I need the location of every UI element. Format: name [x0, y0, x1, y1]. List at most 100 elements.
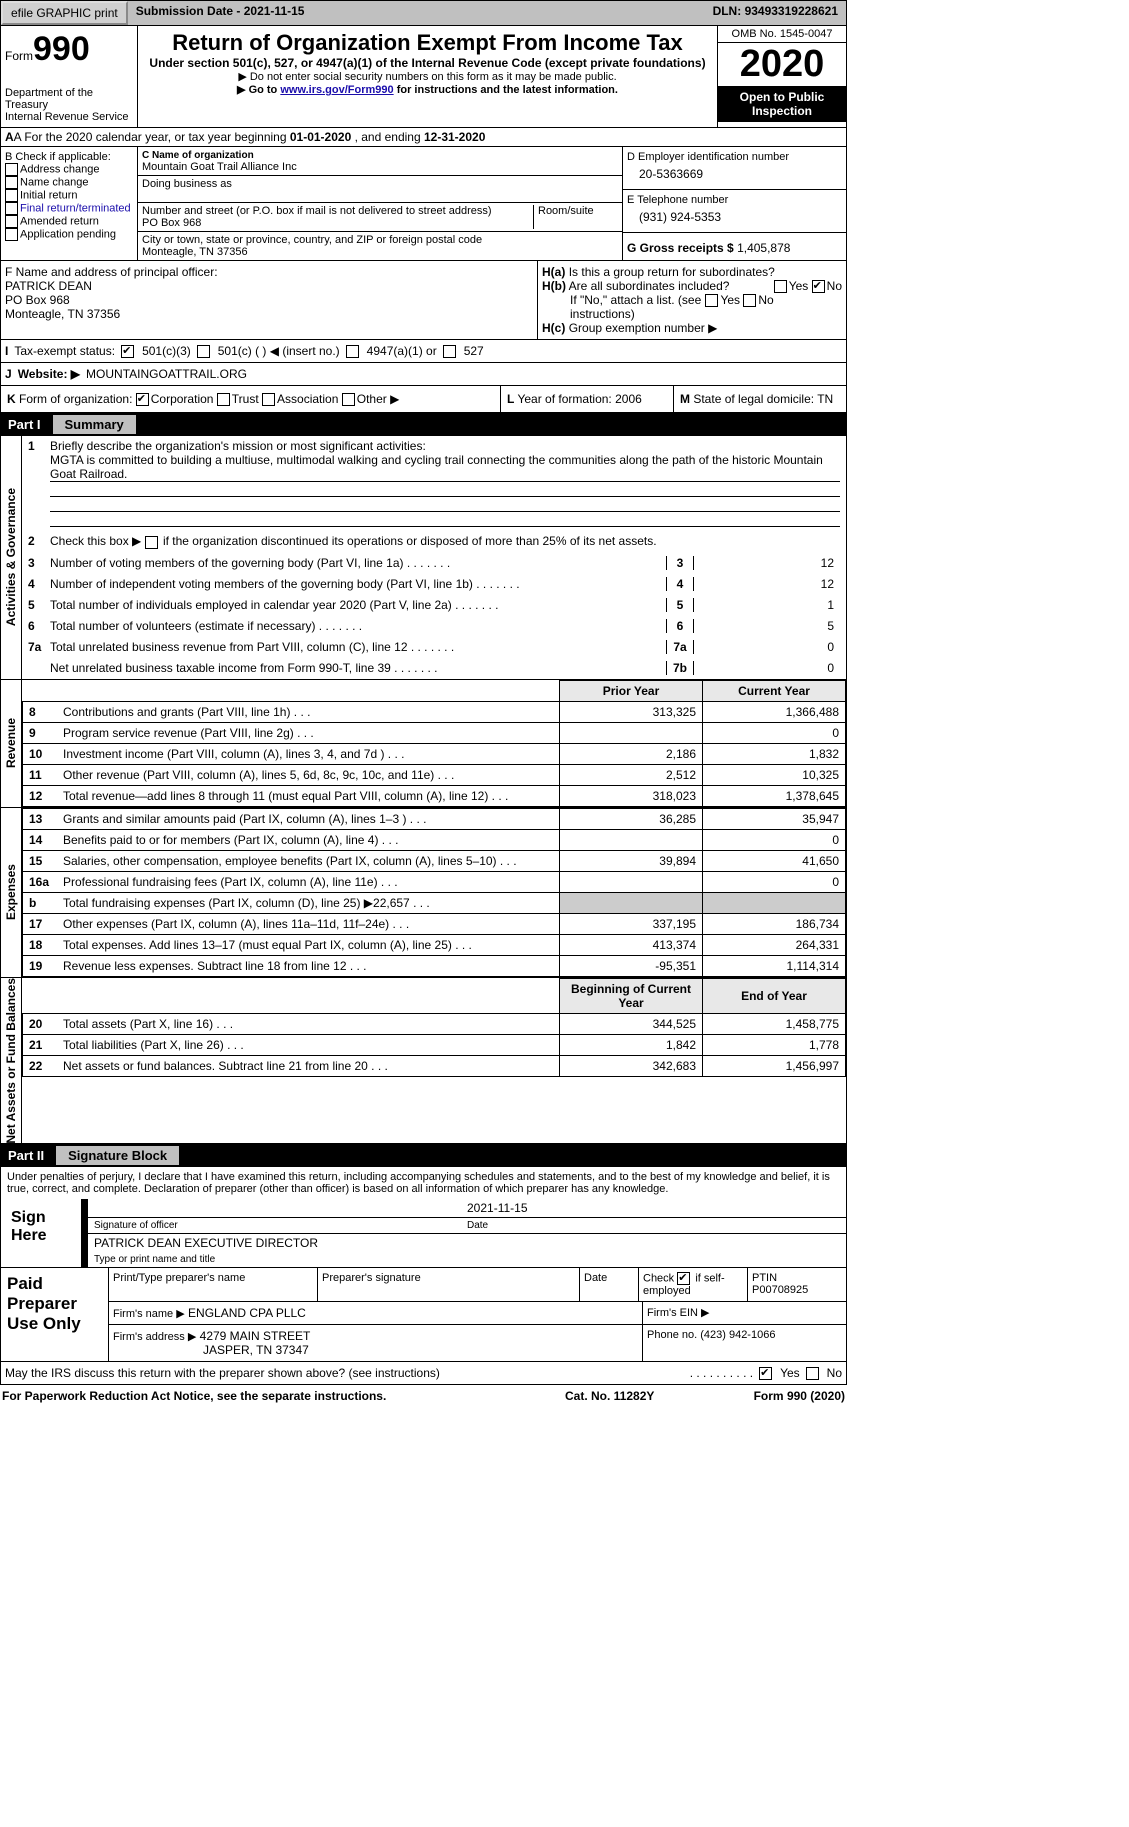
hb-yes[interactable]	[705, 294, 718, 307]
website-value: MOUNTAINGOATTRAIL.ORG	[86, 367, 247, 381]
check-other[interactable]	[342, 393, 355, 406]
mission-text: MGTA is committed to building a multiuse…	[50, 453, 840, 482]
summary-line-6: 6Total number of volunteers (estimate if…	[22, 616, 846, 637]
fin-row-10: 10Investment income (Part VIII, column (…	[23, 743, 846, 764]
summary-line-7a: 7aTotal unrelated business revenue from …	[22, 637, 846, 658]
fin-row-16a: 16aProfessional fundraising fees (Part I…	[23, 871, 846, 892]
summary-line-5: 5Total number of individuals employed in…	[22, 595, 846, 616]
year-formation: 2006	[615, 392, 642, 406]
org-city: Monteagle, TN 37356	[142, 246, 248, 258]
hb-no[interactable]	[743, 294, 756, 307]
check-4947[interactable]	[346, 345, 359, 358]
dln: DLN: 93493319228621	[705, 1, 846, 25]
check-name-change[interactable]	[5, 176, 18, 189]
fin-row-21: 21Total liabilities (Part X, line 26) . …	[23, 1034, 846, 1055]
check-final-return[interactable]	[5, 202, 18, 215]
firm-ein-label: Firm's EIN ▶	[643, 1302, 846, 1324]
ha-yes[interactable]	[774, 280, 787, 293]
check-initial-return[interactable]	[5, 189, 18, 202]
top-bar: efile GRAPHIC print Submission Date - 20…	[0, 0, 847, 26]
fin-row-12: 12Total revenue—add lines 8 through 11 (…	[23, 785, 846, 806]
fin-row-18: 18Total expenses. Add lines 13–17 (must …	[23, 934, 846, 955]
check-app-pending[interactable]	[5, 228, 18, 241]
summary-line-3: 3Number of voting members of the governi…	[22, 553, 846, 574]
may-yes[interactable]	[759, 1367, 772, 1380]
expenses-table: 13Grants and similar amounts paid (Part …	[22, 808, 846, 977]
ein-label: D Employer identification number	[627, 151, 842, 163]
check-527[interactable]	[443, 345, 456, 358]
col-deg: D Employer identification number 20-5363…	[622, 147, 846, 260]
fin-row-19: 19Revenue less expenses. Subtract line 1…	[23, 955, 846, 976]
efile-print-button[interactable]: efile GRAPHIC print	[1, 1, 128, 25]
row-fh: F Name and address of principal officer:…	[0, 261, 847, 340]
fin-row-11: 11Other revenue (Part VIII, column (A), …	[23, 764, 846, 785]
paid-label: Paid Preparer Use Only	[1, 1268, 109, 1361]
check-corp[interactable]	[136, 393, 149, 406]
firm-phone: (423) 942-1066	[700, 1329, 775, 1341]
subtitle3: ▶ Go to www.irs.gov/Form990 for instruct…	[142, 83, 713, 96]
fin-row-22: 22Net assets or fund balances. Subtract …	[23, 1055, 846, 1076]
subtitle1: Under section 501(c), 527, or 4947(a)(1)…	[142, 56, 713, 70]
may-no[interactable]	[806, 1367, 819, 1380]
fin-row-b: bTotal fundraising expenses (Part IX, co…	[23, 892, 846, 913]
check-address-change[interactable]	[5, 163, 18, 176]
penalties-text: Under penalties of perjury, I declare th…	[1, 1167, 846, 1199]
check-self-employed[interactable]	[677, 1272, 690, 1285]
org-address: PO Box 968	[142, 217, 201, 229]
paid-preparer: Paid Preparer Use Only Print/Type prepar…	[0, 1268, 847, 1362]
activities-governance: Activities & Governance 1Briefly describ…	[0, 436, 847, 679]
hc-label: Group exemption number ▶	[569, 321, 718, 335]
firm-addr2: JASPER, TN 37347	[203, 1343, 309, 1357]
officer-label: F Name and address of principal officer:	[5, 265, 533, 279]
tax-year: 2020	[718, 43, 846, 86]
room-suite: Room/suite	[533, 205, 618, 229]
fin-row-15: 15Salaries, other compensation, employee…	[23, 850, 846, 871]
ptin-value: P00708925	[752, 1284, 808, 1296]
part1-bar: Part ISummary	[0, 413, 847, 436]
revenue-table: Prior YearCurrent Year8Contributions and…	[22, 680, 846, 807]
cat-no: Cat. No. 11282Y	[565, 1389, 705, 1403]
officer-name: PATRICK DEAN	[5, 279, 533, 293]
subtitle2: ▶ Do not enter social security numbers o…	[142, 70, 713, 83]
row-klm: K Form of organization: Corporation Trus…	[0, 386, 847, 413]
form-id: Form990	[5, 30, 133, 69]
revenue-section: Revenue Prior YearCurrent Year8Contribut…	[0, 680, 847, 808]
row-a-tax-year: AA For the 2020 calendar year, or tax ye…	[0, 128, 847, 147]
fin-row-13: 13Grants and similar amounts paid (Part …	[23, 808, 846, 829]
check-assoc[interactable]	[262, 393, 275, 406]
b-header: B Check if applicable:	[5, 151, 133, 163]
summary-line-4: 4Number of independent voting members of…	[22, 574, 846, 595]
officer-printed: PATRICK DEAN EXECUTIVE DIRECTOR	[94, 1236, 840, 1250]
part2-bar: Part IISignature Block	[0, 1144, 847, 1167]
check-trust[interactable]	[217, 393, 230, 406]
gross-value: 1,405,878	[737, 241, 790, 255]
check-amended[interactable]	[5, 215, 18, 228]
row-j: JWebsite: ▶ MOUNTAINGOATTRAIL.ORG	[0, 363, 847, 386]
irs: Internal Revenue Service	[5, 111, 133, 123]
fin-row-17: 17Other expenses (Part IX, column (A), l…	[23, 913, 846, 934]
org-name: Mountain Goat Trail Alliance Inc	[142, 161, 297, 173]
col-b: B Check if applicable: Address change Na…	[1, 147, 138, 260]
hb-note: If "No," attach a list. (see instruction…	[542, 293, 842, 321]
netassets-table: Beginning of Current YearEnd of Year20To…	[22, 978, 846, 1077]
fin-row-8: 8Contributions and grants (Part VIII, li…	[23, 701, 846, 722]
signature-block: Under penalties of perjury, I declare th…	[0, 1167, 847, 1268]
section-bcd: B Check if applicable: Address change Na…	[0, 147, 847, 261]
form-title: Return of Organization Exempt From Incom…	[142, 30, 713, 56]
open-inspection: Open to Public Inspection	[718, 86, 846, 122]
check-501c[interactable]	[197, 345, 210, 358]
vside-ag: Activities & Governance	[4, 488, 18, 626]
form990-link[interactable]: www.irs.gov/Form990	[280, 84, 393, 96]
may-discuss: May the IRS discuss this return with the…	[0, 1362, 847, 1385]
vside-na: Net Assets or Fund Balances	[4, 978, 18, 1144]
check-501c3[interactable]	[121, 345, 134, 358]
fin-row-9: 9Program service revenue (Part VIII, lin…	[23, 722, 846, 743]
ha-no[interactable]	[812, 280, 825, 293]
summary-line-7b: Net unrelated business taxable income fr…	[22, 658, 846, 679]
expenses-section: Expenses 13Grants and similar amounts pa…	[0, 808, 847, 978]
firm-name: ENGLAND CPA PLLC	[188, 1306, 306, 1320]
state-domicile: TN	[817, 392, 833, 406]
footer: For Paperwork Reduction Act Notice, see …	[0, 1385, 847, 1407]
submission-date: Submission Date - 2021-11-15	[128, 1, 313, 25]
check-discontinued[interactable]	[145, 536, 158, 549]
